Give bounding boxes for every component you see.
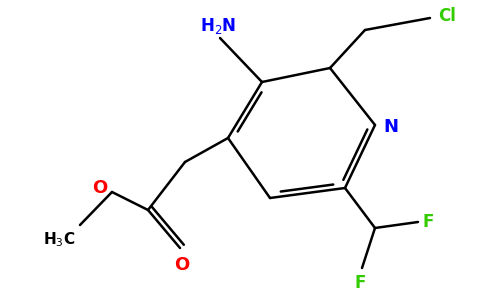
Text: H$_2$N: H$_2$N [200,16,236,36]
Text: O: O [174,256,190,274]
Text: N: N [383,118,398,136]
Text: F: F [423,213,434,231]
Text: F: F [354,274,366,292]
Text: H$_3$C: H$_3$C [43,230,75,249]
Text: O: O [92,179,107,197]
Text: Cl: Cl [438,7,456,25]
